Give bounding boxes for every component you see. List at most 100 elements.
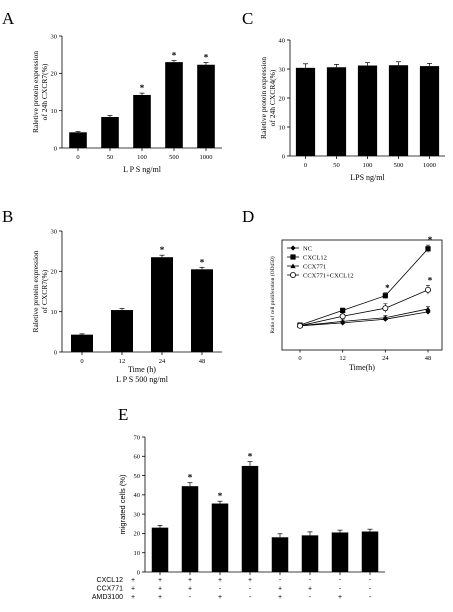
x-tick-label: 24: [159, 358, 166, 365]
y-axis-label: Ratio of cell proliferation (OD450): [269, 256, 276, 333]
panel-d: D 0 12 24 48 Time(h) Ratio of cell proliferat…: [242, 207, 443, 372]
significance-mark: *: [172, 51, 177, 61]
treatment-sign: +: [158, 586, 162, 593]
x-axis-label: Time (h): [128, 365, 156, 374]
bar: [419, 66, 440, 156]
treatment-sign: -: [309, 577, 312, 584]
y-axis-label: Raletive protein expression: [31, 51, 40, 133]
y-tick-label: 20: [51, 71, 58, 78]
panel-a: A 0 10 20 30 0 50 100 * 500 * 1000 * Raletive protei…: [2, 9, 222, 174]
bar: [295, 67, 316, 156]
y-tick-label: 30: [279, 66, 286, 73]
bar: [71, 334, 93, 352]
point-marker: [289, 271, 296, 278]
x-tick-label: 50: [333, 162, 340, 169]
y-tick-label: 50: [134, 473, 141, 480]
panel-e: E 0 10 20 30 40 50 60 70 * * * migrated cells (%) CX…: [92, 405, 385, 601]
y-tick-label: 10: [51, 108, 58, 115]
x-tick-label: 100: [363, 162, 373, 169]
treatment-sign: +: [278, 594, 282, 601]
bar: [191, 269, 213, 352]
x-tick-label: 0: [76, 154, 79, 161]
y-axis-label: of 24h CXCR7(%): [40, 63, 49, 120]
treatment-sign: -: [219, 586, 222, 593]
significance-mark: *: [188, 473, 193, 483]
treatment-sign: -: [339, 586, 342, 593]
bar: [111, 310, 133, 352]
y-tick-label: 0: [54, 349, 57, 356]
treatment-sign: -: [369, 577, 372, 584]
y-tick-label: 10: [279, 124, 286, 131]
treatment-sign: -: [249, 586, 252, 593]
significance-mark: *: [248, 452, 253, 462]
y-axis-label: Raletive protein expression: [259, 57, 268, 139]
panel-letter-c: C: [242, 9, 253, 28]
bar: [357, 65, 378, 156]
point-marker: [290, 245, 296, 251]
treatment-sign: +: [248, 577, 252, 584]
x-tick-label: 100: [137, 154, 147, 161]
y-tick-label: 40: [134, 492, 141, 499]
treatment-sign: +: [338, 594, 342, 601]
point-marker: [424, 286, 431, 293]
treatment-sign: +: [131, 594, 135, 601]
x-tick-label: 1000: [423, 162, 436, 169]
bar: [388, 65, 409, 156]
x-tick-label: 500: [169, 154, 179, 161]
y-axis-label: of 24h CXCR4(%): [268, 69, 277, 126]
point-marker: [382, 293, 388, 299]
series-line: [299, 289, 429, 327]
panel-c: C 0 10 20 30 40 0 50 100 500 1000 Raletive protein…: [242, 9, 445, 182]
significance-mark: *: [428, 235, 433, 245]
treatment-sign: +: [158, 594, 162, 601]
treatment-sign: -: [309, 594, 312, 601]
y-tick-label: 20: [279, 95, 286, 102]
panel-letter-d: D: [242, 207, 254, 226]
x-tick-label: 12: [119, 358, 126, 365]
bar: [241, 465, 259, 572]
significance-mark: *: [385, 283, 390, 293]
x-tick-label: 0: [304, 162, 307, 169]
x-tick-label: 48: [199, 358, 206, 365]
treatment-sign: -: [339, 577, 342, 584]
significance-mark: *: [204, 53, 209, 63]
treatment-sign: +: [218, 594, 222, 601]
treatment-sign: -: [189, 594, 192, 601]
bar: [165, 62, 183, 149]
treatment-sign: +: [158, 577, 162, 584]
treatment-sign: -: [369, 586, 372, 593]
point-marker: [425, 306, 431, 312]
treatment-label: CXCL12: [97, 577, 124, 584]
significance-mark: *: [160, 245, 165, 255]
y-tick-label: 0: [54, 145, 57, 152]
x-axis-label: L P S ng/ml: [123, 165, 162, 174]
y-tick-label: 10: [51, 309, 58, 316]
treatment-sign: +: [308, 586, 312, 593]
bar: [101, 117, 119, 148]
y-tick-label: 60: [134, 454, 141, 461]
significance-mark: *: [140, 83, 145, 93]
treatment-label: AMD3100: [92, 594, 123, 601]
legend-label: NC: [303, 245, 312, 252]
treatment-sign: +: [188, 577, 192, 584]
y-tick-label: 0: [137, 569, 140, 576]
point-marker: [425, 246, 431, 252]
x-axis-label: Time(h): [349, 363, 375, 372]
y-tick-label: 30: [51, 228, 58, 235]
series-line: [299, 311, 429, 327]
significance-mark: *: [200, 257, 205, 267]
bar: [69, 132, 87, 148]
treatment-label: CCX771: [97, 586, 124, 593]
bar: [271, 537, 289, 572]
x-tick-label: 500: [394, 162, 404, 169]
panel-letter-b: B: [2, 207, 13, 226]
x-tick-label: 12: [339, 355, 346, 362]
y-tick-label: 20: [51, 269, 58, 276]
y-tick-label: 10: [134, 550, 141, 557]
y-tick-label: 20: [134, 531, 141, 538]
y-tick-label: 30: [51, 33, 58, 40]
treatment-sign: +: [218, 577, 222, 584]
bar: [301, 535, 319, 572]
x-tick-label: 0: [80, 358, 83, 365]
